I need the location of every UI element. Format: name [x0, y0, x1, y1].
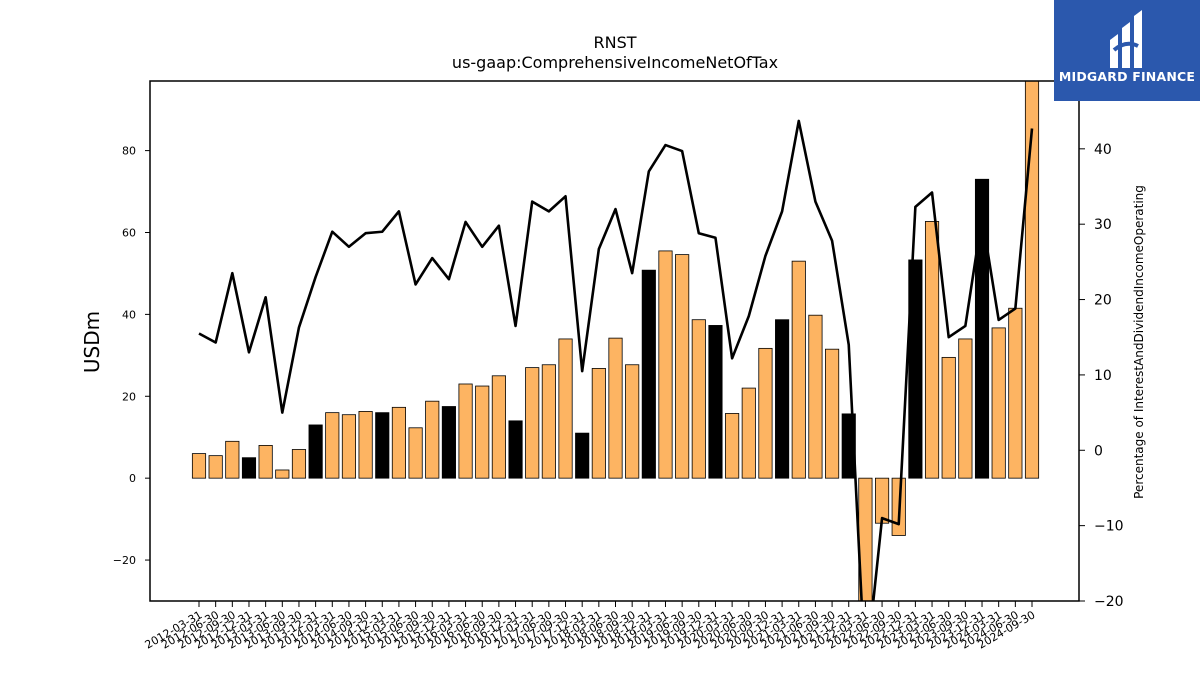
- plot-marks: [191, 81, 1040, 601]
- bar: [441, 406, 456, 479]
- bar: [974, 178, 990, 479]
- midgard-finance-logo-icon: [1110, 10, 1142, 68]
- y2-tick-label: 30: [1094, 217, 1112, 233]
- bar: [541, 364, 556, 479]
- bar: [325, 412, 340, 479]
- bar: [941, 356, 956, 479]
- midgard-finance-logo: MIDGARD FINANCE: [1054, 0, 1200, 101]
- bar: [241, 457, 257, 479]
- y2-tick-label: −10: [1094, 519, 1124, 535]
- bar: [525, 367, 540, 479]
- plot-area: −20020406080−20−100102030402012-03-31201…: [113, 80, 1124, 652]
- bar: [708, 325, 723, 479]
- bar: [308, 424, 323, 479]
- bar: [825, 348, 840, 479]
- bar: [275, 469, 290, 479]
- bar: [641, 269, 656, 479]
- bar: [341, 414, 357, 479]
- chart-subtitle: us-gaap:ComprehensiveIncomeNetOfTax: [452, 53, 778, 72]
- y-tick-label: 40: [122, 308, 136, 321]
- y-tick-label: 20: [122, 390, 136, 403]
- bar: [808, 314, 823, 479]
- bar: [408, 427, 423, 479]
- y-tick-label: −20: [113, 554, 136, 567]
- bar: [458, 383, 473, 479]
- bar: [591, 368, 606, 479]
- bar: [775, 319, 790, 479]
- bar: [358, 411, 373, 479]
- bar: [191, 453, 207, 479]
- bar: [725, 413, 740, 479]
- bar: [675, 254, 690, 479]
- plot-frame: [149, 80, 1080, 602]
- bar: [375, 412, 390, 479]
- bar: [291, 449, 307, 479]
- y2-tick-label: 20: [1094, 293, 1112, 309]
- y-tick-label: 0: [129, 472, 136, 485]
- bar: [491, 375, 506, 479]
- y-tick-label: 80: [122, 145, 136, 158]
- bar: [741, 387, 756, 479]
- bar: [475, 385, 490, 479]
- y-tick-label: 60: [122, 226, 136, 239]
- bar: [875, 477, 890, 524]
- bar: [258, 445, 273, 479]
- bar: [924, 221, 940, 479]
- bar: [658, 250, 673, 479]
- bar: [691, 319, 706, 479]
- y-axis-label: USDm: [80, 311, 104, 373]
- bar: [908, 259, 923, 479]
- bar: [758, 347, 773, 479]
- logo-text: MIDGARD FINANCE: [1058, 69, 1196, 84]
- y2-tick-label: −20: [1094, 594, 1124, 610]
- bar: [558, 338, 573, 479]
- bar: [608, 337, 623, 479]
- bar: [508, 420, 523, 479]
- bar: [225, 440, 240, 479]
- bar: [425, 400, 440, 479]
- bar: [958, 338, 973, 479]
- bar: [575, 432, 590, 479]
- bar: [1024, 81, 1040, 479]
- series-line: [198, 119, 1034, 601]
- bar: [208, 455, 223, 479]
- bar: [1008, 307, 1023, 479]
- y2-tick-label: 10: [1094, 368, 1112, 384]
- bar: [791, 260, 806, 479]
- bar: [625, 364, 640, 479]
- bar: [991, 327, 1006, 479]
- y2-axis-label: Percentage of InterestAndDividendIncomeO…: [1132, 185, 1146, 499]
- chart-title: RNST: [593, 33, 636, 52]
- bar: [391, 406, 406, 479]
- y2-tick-label: 40: [1094, 142, 1112, 158]
- y2-tick-label: 0: [1094, 443, 1103, 459]
